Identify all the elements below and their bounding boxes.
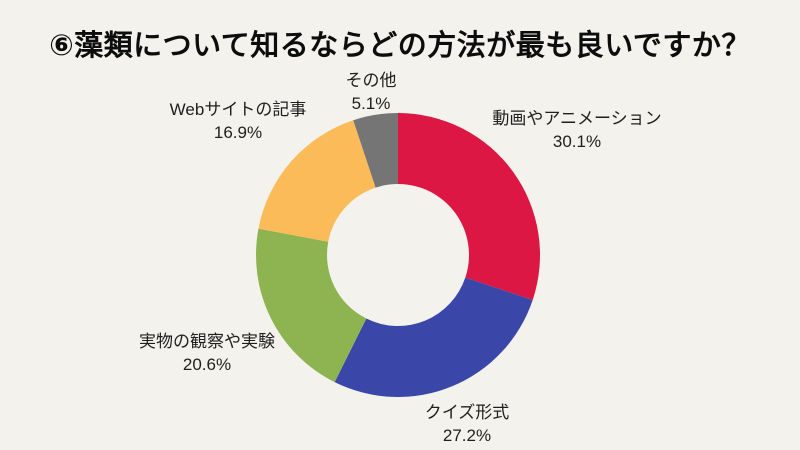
chart-title: ⑥藻類について知るならどの方法が最も良いですか？	[49, 30, 751, 62]
slice-percent: 27.2%	[442, 426, 492, 446]
slice-name: その他	[345, 71, 397, 90]
slice-label-quiz: クイズ形式 27.2%	[425, 401, 510, 448]
slice-percent: 16.9%	[213, 123, 263, 143]
pie-slice-3	[258, 120, 376, 242]
slice-percent: 5.1%	[351, 94, 391, 114]
slice-name: 実物の観察や実験	[139, 332, 275, 351]
slice-label-observation: 実物の観察や実験 20.6%	[139, 330, 275, 377]
slice-name: Webサイトの記事	[169, 100, 307, 119]
slice-label-videos: 動画やアニメーション 30.1%	[492, 107, 661, 154]
slice-percent: 30.1%	[552, 132, 602, 152]
pie-slice-2	[255, 228, 367, 383]
donut-chart	[248, 105, 548, 405]
slice-name: クイズ形式	[424, 403, 510, 422]
slice-label-other: その他 5.1%	[346, 69, 397, 116]
slice-label-web-articles: Webサイトの記事 16.9%	[170, 98, 307, 145]
pie-slice-1	[334, 277, 533, 398]
donut-svg	[255, 113, 541, 398]
pie-slice-0	[398, 113, 541, 300]
slice-name: 動画やアニメーション	[492, 109, 662, 128]
slice-percent: 20.6%	[182, 355, 232, 375]
pie-slice-4	[353, 113, 398, 188]
